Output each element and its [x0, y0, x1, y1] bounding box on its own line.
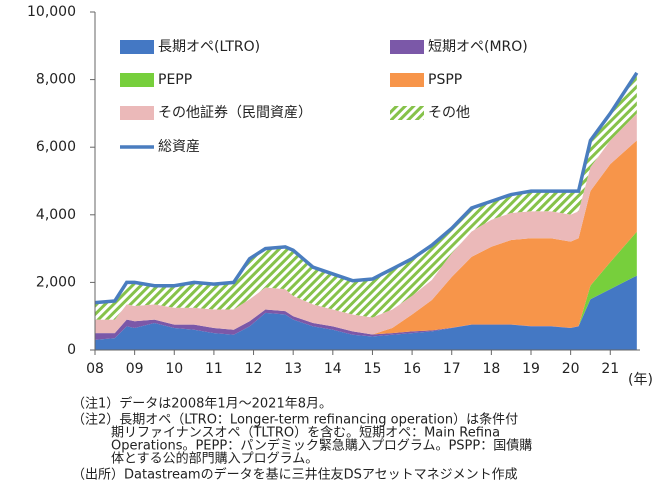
legend-label: PEPP — [158, 72, 192, 88]
x-tick-label: 17 — [443, 361, 461, 377]
x-axis-label: (年) — [628, 372, 653, 388]
note: 期リファイナンスオペ（TLTRO）を含む。短期オペ：Main Refina — [72, 425, 500, 441]
y-tick-label: 10,000 — [27, 4, 76, 20]
x-tick-label: 18 — [482, 361, 500, 377]
total-line — [94, 71, 639, 305]
x-tick-label: 09 — [126, 361, 144, 377]
note: Operations。PEPP：パンデミック緊急購入プログラム。PSPP：国債購 — [72, 438, 532, 454]
legend-swatch — [390, 106, 424, 120]
x-tick-label: 08 — [86, 361, 104, 377]
legend-swatch — [120, 73, 154, 87]
legend-label: 短期オペ(MRO) — [428, 39, 528, 55]
legend-swatch — [390, 40, 424, 54]
x-tick-label: 14 — [324, 361, 342, 377]
note: （注2）長期オペ（LTRO：Longer-term refinancing op… — [72, 412, 518, 428]
legend-swatch — [120, 40, 154, 54]
legend-swatch — [120, 106, 154, 120]
legend-label: 総資産 — [158, 139, 200, 155]
legend-swatch — [390, 73, 424, 87]
note: （注1）データは2008年1月～2021年8月。 — [72, 396, 332, 412]
area — [95, 113, 637, 335]
area — [95, 72, 637, 320]
x-tick-label: 15 — [364, 361, 382, 377]
y-tick-label: 6,000 — [36, 139, 76, 155]
legend-label: その他 — [428, 105, 470, 121]
area — [95, 275, 637, 350]
legend-label: 長期オペ(LTRO) — [158, 39, 260, 55]
note: （出所）Datastreamのデータを基に三井住友DSアセットマネジメント作成 — [72, 467, 518, 483]
x-tick-label: 19 — [522, 361, 540, 377]
x-tick-label: 21 — [601, 361, 619, 377]
x-tick-label: 13 — [284, 361, 302, 377]
y-tick-label: 8,000 — [36, 72, 76, 88]
y-tick-label: 0 — [67, 342, 76, 358]
area — [95, 140, 637, 335]
legend-label: PSPP — [428, 72, 462, 88]
x-tick-label: 11 — [205, 361, 223, 377]
x-tick-label: 20 — [562, 361, 580, 377]
note: 体とする公的部門購入プログラム。 — [72, 451, 318, 467]
x-tick-label: 16 — [403, 361, 421, 377]
y-tick-label: 4,000 — [36, 207, 76, 223]
legend-label: その他証券（民間資産） — [158, 105, 312, 121]
x-tick-label: 12 — [245, 361, 263, 377]
x-tick-label: 10 — [165, 361, 183, 377]
y-tick-label: 2,000 — [36, 274, 76, 290]
